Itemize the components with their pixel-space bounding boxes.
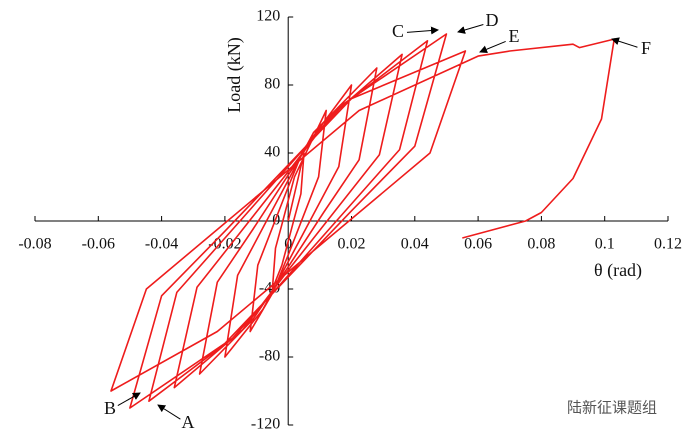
annotation: E bbox=[509, 26, 520, 46]
annotation: A bbox=[182, 412, 195, 432]
x-tick-label: 0.02 bbox=[338, 236, 366, 253]
annotation-arrow bbox=[611, 37, 638, 48]
y-tick-label: -80 bbox=[259, 348, 280, 365]
annotation-arrow bbox=[157, 404, 181, 420]
hysteresis-curve bbox=[110, 33, 615, 409]
y-tick-label: 80 bbox=[264, 76, 280, 93]
x-tick-label: -0.08 bbox=[18, 236, 51, 253]
annotation-arrow bbox=[406, 26, 439, 35]
y-tick-label: 40 bbox=[264, 144, 280, 161]
y-tick-label: -120 bbox=[251, 416, 280, 433]
x-tick-label: 0.04 bbox=[401, 236, 429, 253]
x-tick-label: 0.06 bbox=[464, 236, 492, 253]
x-tick-label: 0.08 bbox=[527, 236, 555, 253]
x-tick-label: 0.12 bbox=[654, 236, 682, 253]
annotation-arrow bbox=[479, 40, 506, 54]
x-tick-label: -0.04 bbox=[145, 236, 178, 253]
annotation: F bbox=[641, 38, 651, 58]
x-tick-label: 0.1 bbox=[595, 236, 615, 253]
x-axis-label: θ (rad) bbox=[594, 260, 642, 281]
watermark: 陆新征课题组 bbox=[567, 399, 657, 417]
annotation-arrow bbox=[117, 392, 141, 406]
y-tick-label: 0 bbox=[272, 212, 280, 229]
annotation: C bbox=[392, 21, 404, 41]
x-tick-label: -0.06 bbox=[82, 236, 115, 253]
annotation: D bbox=[486, 10, 499, 30]
y-tick-label: 120 bbox=[256, 8, 280, 25]
annotation-arrow bbox=[457, 24, 484, 34]
y-axis-label: Load (kN) bbox=[224, 37, 245, 112]
annotation: B bbox=[104, 398, 116, 418]
